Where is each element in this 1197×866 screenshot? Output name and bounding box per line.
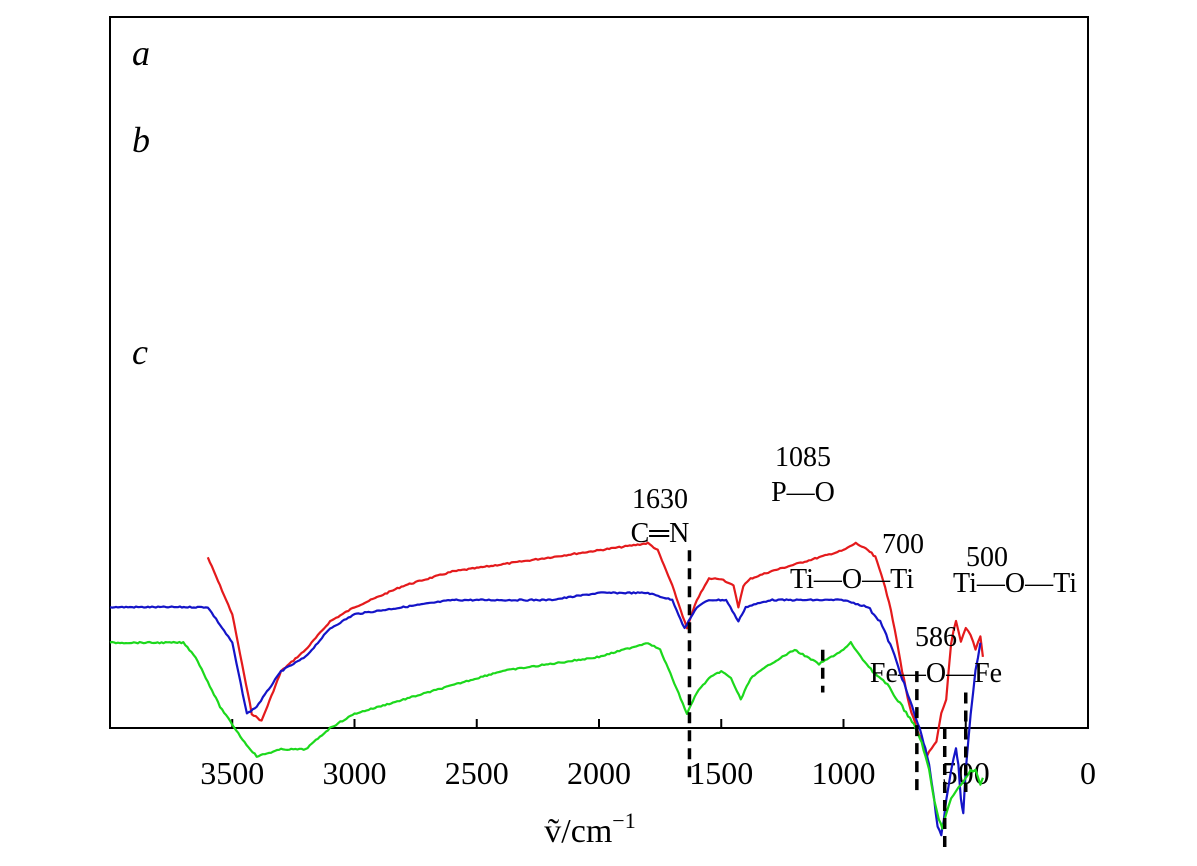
series-label-c: c <box>132 332 148 372</box>
peak-label-1085-1: P—O <box>771 477 835 508</box>
x-tick-label-2500: 2500 <box>445 755 509 791</box>
x-tick-label-1000: 1000 <box>812 755 876 791</box>
peak-label-586-1: Fe—O—Fe <box>870 658 1002 689</box>
peak-label-1630-1: C═N <box>631 518 690 549</box>
x-axis-title-main: ṽ/cm <box>544 813 612 850</box>
peak-label-700-0: 700 <box>882 529 924 560</box>
x-axis-ticks: 3500 3000 2500 2000 1500 1000 500 0 <box>200 719 1096 791</box>
series-line-a <box>206 541 984 759</box>
x-tick-label-3500: 3500 <box>200 755 264 791</box>
x-axis-title-exponent: −1 <box>612 808 635 833</box>
peak-label-500-0: 500 <box>966 542 1008 573</box>
peak-label-500-1: Ti—O—Ti <box>953 568 1077 599</box>
peak-annotations: 1630C═N1085P—O700Ti—O—Ti586Fe—O—Fe500Ti—… <box>631 442 1077 849</box>
series-label-b: b <box>132 120 150 160</box>
peak-label-1085-0: 1085 <box>775 442 831 473</box>
x-tick-label-0: 0 <box>1080 755 1096 791</box>
series-label-a: a <box>132 33 150 73</box>
peak-label-700-1: Ti—O—Ti <box>790 564 914 595</box>
x-axis-title: ṽ/cm−1 <box>544 808 635 850</box>
x-tick-label-3000: 3000 <box>323 755 387 791</box>
x-tick-label-2000: 2000 <box>567 755 631 791</box>
peak-label-586-0: 586 <box>915 622 957 653</box>
x-tick-label-1500: 1500 <box>689 755 753 791</box>
series-group <box>109 541 984 837</box>
series-line-c <box>109 640 984 830</box>
series-line-b <box>109 591 982 837</box>
peak-label-1630-0: 1630 <box>632 484 688 515</box>
